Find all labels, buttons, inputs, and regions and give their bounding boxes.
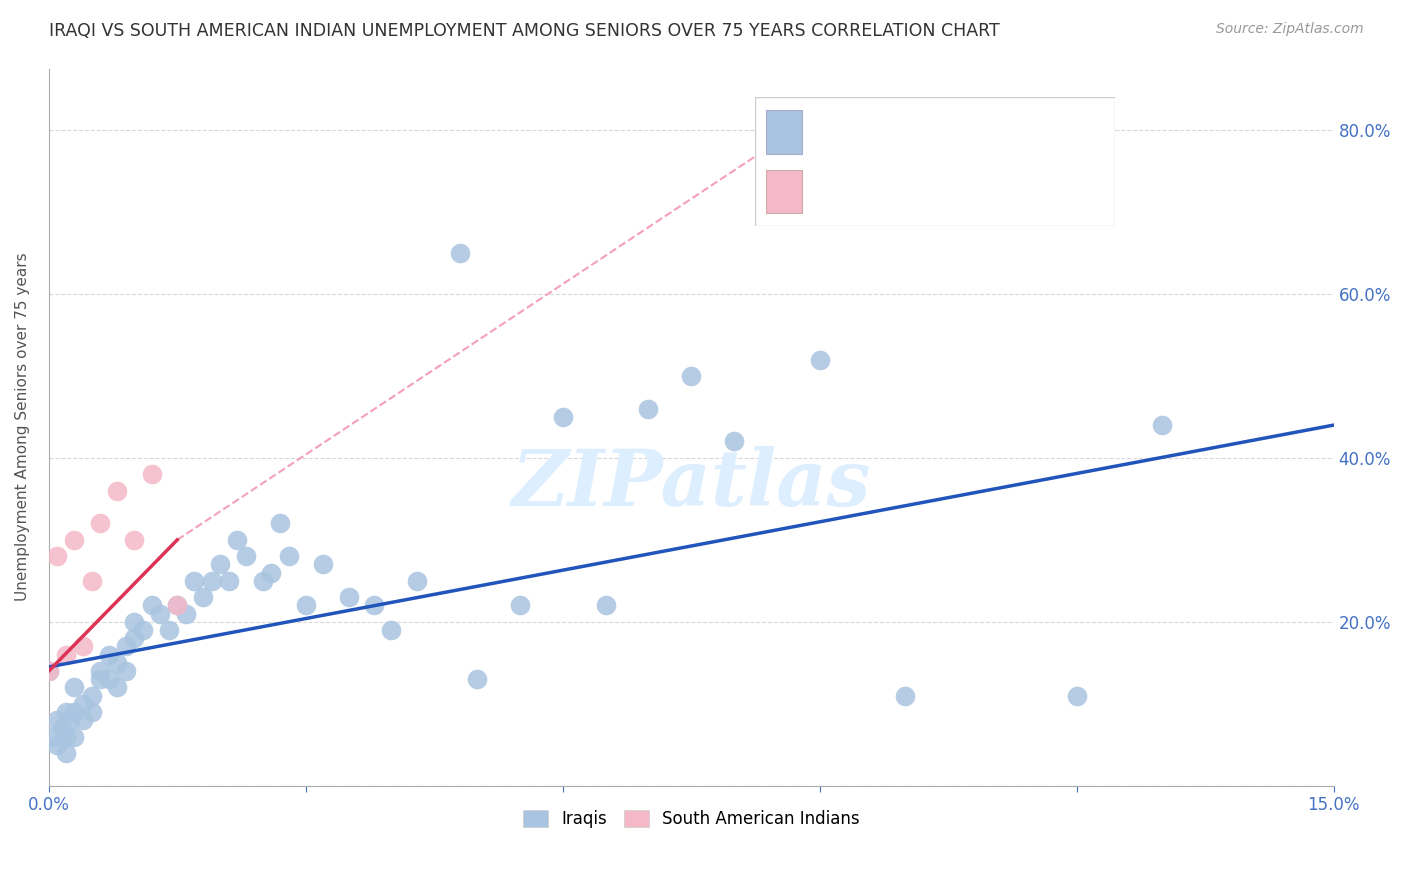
Point (105, 656, 128, 670)
Point (551, 409, 574, 424)
Point (269, 516, 291, 531)
Point (97, 672, 120, 686)
Point (337, 591, 360, 605)
Point (124, 533, 146, 547)
Point (808, 352, 831, 367)
Point (63, 681, 86, 695)
Point (312, 558, 335, 572)
Point (218, 574, 240, 588)
Point (115, 640, 138, 654)
Point (46, 713, 69, 727)
Point (55, 746, 77, 760)
Point (63, 705, 86, 719)
Point (449, 246, 471, 260)
Point (509, 599, 531, 613)
Point (149, 607, 172, 621)
Point (465, 672, 488, 686)
Point (63, 533, 86, 547)
Point (42, 730, 65, 744)
Point (191, 591, 214, 605)
Legend: Iraqis, South American Indians: Iraqis, South American Indians (516, 804, 866, 835)
Point (894, 689, 917, 703)
Point (89, 672, 111, 686)
Point (209, 558, 232, 572)
Point (38, 664, 60, 678)
Point (235, 549, 257, 564)
Point (380, 623, 402, 637)
Point (46, 738, 69, 752)
Point (38, 664, 60, 678)
Point (72, 713, 94, 727)
Point (252, 574, 274, 588)
Point (681, 368, 703, 383)
Point (166, 599, 188, 613)
Point (51, 722, 73, 736)
Point (723, 434, 745, 449)
Point (183, 574, 205, 588)
Point (55, 648, 77, 662)
Text: Source: ZipAtlas.com: Source: ZipAtlas.com (1216, 22, 1364, 37)
Point (63, 730, 86, 744)
Point (363, 599, 385, 613)
Point (174, 607, 197, 621)
Point (115, 664, 138, 678)
Point (200, 574, 222, 588)
Point (55, 705, 77, 719)
Point (89, 516, 111, 531)
Point (55, 730, 77, 744)
Point (294, 599, 316, 613)
Point (105, 681, 128, 695)
Point (260, 566, 283, 580)
Point (166, 599, 188, 613)
Point (72, 697, 94, 711)
Point (105, 483, 128, 498)
Point (226, 533, 249, 547)
Point (1066, 689, 1088, 703)
Point (1152, 418, 1174, 433)
Point (124, 615, 146, 629)
Point (80, 705, 103, 719)
Point (124, 632, 146, 646)
Point (80, 689, 103, 703)
Point (595, 599, 617, 613)
Point (97, 648, 120, 662)
Point (637, 401, 659, 416)
Point (72, 640, 94, 654)
Text: ZIPatlas: ZIPatlas (512, 446, 870, 523)
Point (141, 467, 163, 482)
Y-axis label: Unemployment Among Seniors over 75 years: Unemployment Among Seniors over 75 years (15, 252, 30, 601)
Point (46, 549, 69, 564)
Point (132, 623, 155, 637)
Point (141, 599, 163, 613)
Point (59, 713, 82, 727)
Point (277, 549, 299, 564)
Point (406, 574, 429, 588)
Point (157, 623, 180, 637)
Point (89, 664, 111, 678)
Text: IRAQI VS SOUTH AMERICAN INDIAN UNEMPLOYMENT AMONG SENIORS OVER 75 YEARS CORRELAT: IRAQI VS SOUTH AMERICAN INDIAN UNEMPLOYM… (49, 22, 1000, 40)
Point (80, 574, 103, 588)
